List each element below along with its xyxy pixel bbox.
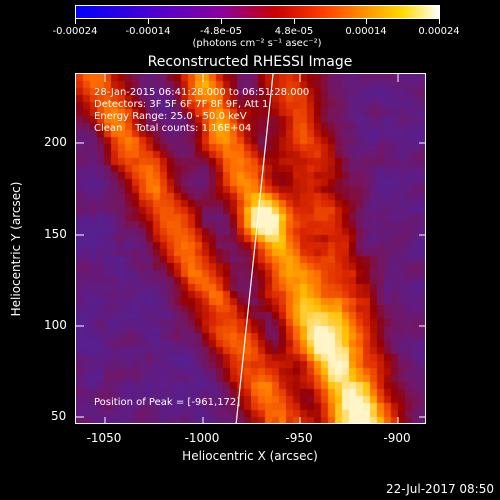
colorbar-tick [439,19,440,24]
colorbar-label: -0.00014 [125,26,171,37]
solar-limb-line [235,74,274,423]
x-tick-label: -950 [285,431,313,445]
colorbar-label: 0.00024 [418,26,460,37]
colorbar-label: -4.8e-05 [200,26,242,37]
colorbar-tick [148,19,149,24]
plot-overlay [76,74,425,423]
colorbar-tick [75,19,76,24]
image-title: Reconstructed RHESSI Image [147,54,353,70]
detectors-text: Detectors: 3F 5F 6F 7F 8F 9F, Att 1 [94,99,269,110]
colorbar-units: (photons cm⁻² s⁻¹ asec⁻²) [192,38,322,49]
colorbar-label: 0.00014 [345,26,387,37]
heatmap-canvas [76,74,425,423]
plot-date: 22-Jul-2017 08:50 [385,482,494,496]
y-tick-label: 200 [44,135,67,149]
colorbar-label: 4.8e-05 [274,26,314,37]
peak-position-text: Position of Peak = [-961,172] [94,397,241,408]
y-tick-label: 100 [44,318,67,332]
clean-counts-text: Clean Total counts: 1.16E+04 [94,123,252,134]
colorbar [75,5,440,19]
y-tick-label: 50 [51,409,67,423]
y-axis-label: Heliocentric Y (arcsec) [9,181,23,317]
y-tick-label: 150 [44,227,67,241]
rhessi-image [75,73,426,424]
colorbar-tick [221,19,222,24]
x-tick-label: -900 [383,431,411,445]
colorbar-tick [294,19,295,24]
time-range-text: 28-Jan-2015 06:41:28.000 to 06:51:28.000 [94,87,310,98]
colorbar-tick [366,19,367,24]
x-axis-label: Heliocentric X (arcsec) [182,449,318,463]
x-tick-label: -1000 [184,431,220,445]
colorbar-label: -0.00024 [52,26,98,37]
energy-range-text: Energy Range: 25.0 - 50.0 keV [94,111,247,122]
x-tick-label: -1050 [86,431,122,445]
